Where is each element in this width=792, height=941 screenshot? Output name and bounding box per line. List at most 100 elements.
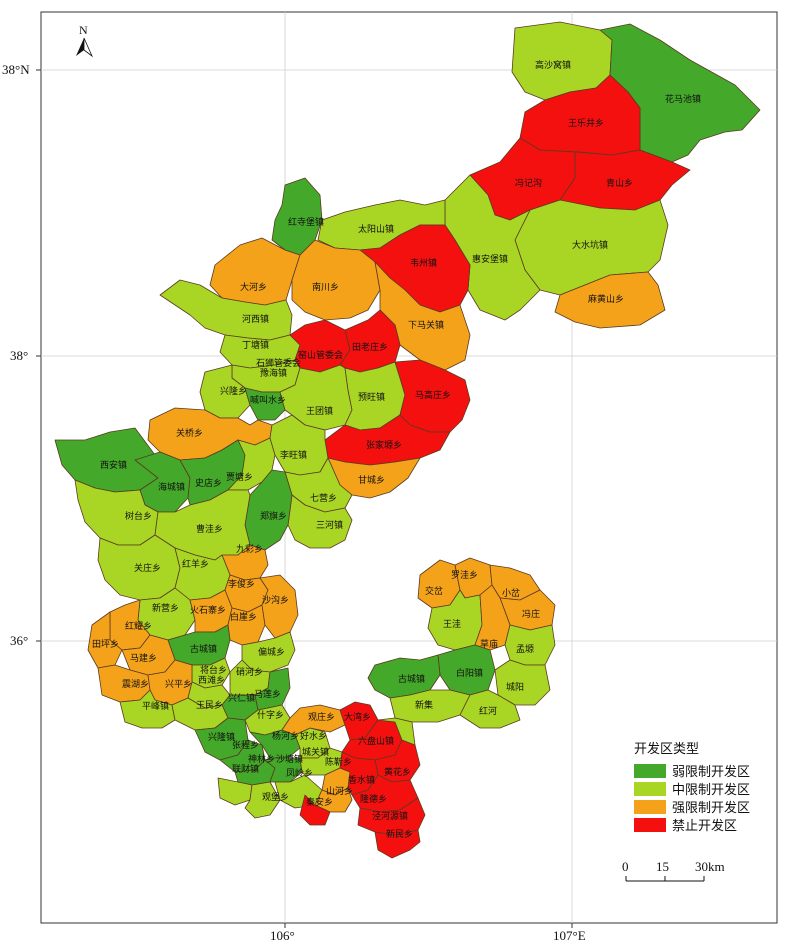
town-label: 史店乡 [195, 477, 222, 489]
town-label: 小岔 [502, 588, 520, 599]
region-shagou [259, 574, 299, 639]
town-label: 三河镇 [316, 519, 343, 531]
town-label: 硝河乡 [236, 666, 263, 678]
town-label: 青山乡 [606, 177, 633, 189]
lat-label-38: 38° [10, 348, 28, 363]
town-label: 红耀乡 [125, 620, 152, 632]
town-label: 红寺堡镇 [288, 216, 324, 228]
legend-label-weak: 弱限制开发区 [672, 764, 750, 780]
town-label: 大湾乡 [344, 711, 371, 723]
town-label: 王乐井乡 [568, 117, 604, 129]
town-label: 秦安乡 [306, 796, 333, 808]
town-label: 下马关镇 [408, 319, 444, 331]
lat-label-38n: 38°N [2, 62, 30, 77]
town-label: 火石寨乡 [190, 604, 226, 616]
town-label: 红河 [479, 705, 497, 717]
town-label: 白阳镇 [456, 667, 483, 679]
town-label: 马建乡 [130, 652, 157, 664]
town-label: 观堡乡 [262, 791, 289, 803]
region-longde-link [377, 717, 416, 746]
scale-label-0: 0 [622, 859, 629, 874]
region-guanzhuang-s [281, 704, 346, 736]
town-label: 李俊乡 [228, 578, 255, 590]
legend-label-strong: 强限制开发区 [672, 800, 750, 816]
town-label: 大水坑镇 [572, 239, 608, 251]
town-label: 六盘山镇 [358, 735, 394, 747]
lon-label-106: 106° [270, 928, 295, 941]
region-qinan [299, 794, 331, 826]
region-xinglong [199, 364, 251, 419]
town-label: 树台乡 [125, 510, 152, 522]
legend-title: 开发区类型 [634, 741, 699, 757]
legend-swatch-prohibited [634, 818, 666, 832]
region-sanhe [287, 494, 353, 549]
town-label: 孟塬 [516, 644, 534, 655]
town-label: 窑山管委会 [298, 349, 343, 361]
region-hexi [159, 279, 293, 341]
town-label: 王洼 [443, 618, 461, 630]
region-shatang [264, 757, 303, 783]
region-honghe [459, 689, 521, 729]
town-label: 陈靳乡 [325, 756, 352, 768]
town-label: 关桥乡 [176, 427, 203, 439]
town-label: 城阳 [506, 682, 524, 693]
town-label: 草庙 [480, 638, 498, 650]
town-label: 石狮管委会 [256, 357, 301, 369]
town-label: 隆德乡 [360, 793, 387, 805]
town-label: 香水镇 [348, 774, 375, 786]
town-label: 预旺镇 [358, 391, 385, 403]
town-label: 杨河乡 [272, 730, 299, 742]
region-nanchuan [291, 239, 381, 321]
region-baiyang [437, 644, 496, 696]
town-label: 沙塘镇 [276, 753, 303, 765]
town-label: 什字乡 [257, 709, 284, 721]
legend-label-medium: 中限制开发区 [672, 782, 750, 798]
town-label: 新营乡 [152, 602, 179, 614]
town-label: 兴平乡 [165, 679, 192, 690]
town-label: 花马池镇 [665, 93, 701, 105]
lat-label-36: 36° [10, 633, 28, 648]
town-label: 关庄乡 [134, 562, 161, 574]
region-jiatang [227, 437, 276, 491]
town-label: 七营乡 [310, 492, 337, 504]
town-label: 王团镇 [306, 405, 333, 417]
town-label: 冯记沟 [515, 177, 542, 189]
town-label: 王民乡 [196, 700, 223, 711]
region-jingheyuan [357, 797, 426, 836]
town-label: 山河乡 [326, 785, 353, 797]
town-label: 河西镇 [242, 313, 269, 325]
town-label: 凤岭乡 [286, 767, 313, 779]
town-label: 丁塘镇 [242, 339, 269, 351]
town-label: 城关镇 [302, 746, 329, 758]
town-label: 郑旗乡 [260, 510, 287, 522]
town-label: 观庄乡 [308, 711, 335, 723]
lon-label-107e: 107°E [553, 928, 586, 941]
town-label: 罗洼乡 [451, 569, 478, 581]
town-label: 马莲乡 [254, 688, 281, 700]
town-label: 西滩乡 [198, 674, 225, 686]
town-label: 豫海镇 [260, 367, 287, 379]
town-label: 张家塬乡 [366, 439, 402, 451]
town-label: 神林乡 [248, 753, 275, 765]
town-label: 高沙窝镇 [535, 59, 571, 71]
town-label: 惠安堡镇 [472, 253, 508, 265]
regions [54, 21, 761, 859]
town-label: 张程乡 [232, 740, 259, 751]
region-hanjiaoshui [244, 387, 286, 421]
scale-label-30: 30km [695, 859, 725, 874]
town-label: 联财镇 [232, 763, 259, 775]
town-label: 李旺镇 [280, 449, 307, 461]
town-label: 贾塘乡 [226, 471, 253, 483]
town-label: 马高庄乡 [415, 389, 451, 401]
scale-bar: 0 15 30km [622, 859, 725, 882]
town-label: 新民乡 [386, 828, 413, 840]
town-label: 平峰镇 [142, 700, 169, 712]
town-label: 泾河源镇 [372, 810, 408, 822]
legend-swatch-strong [634, 800, 666, 814]
town-label: 兴仁镇 [228, 692, 255, 704]
town-label: 田老庄乡 [352, 341, 388, 353]
town-label: 喊叫水乡 [250, 394, 286, 406]
region-mahuangshan [554, 271, 666, 329]
north-arrow-icon [76, 38, 84, 56]
